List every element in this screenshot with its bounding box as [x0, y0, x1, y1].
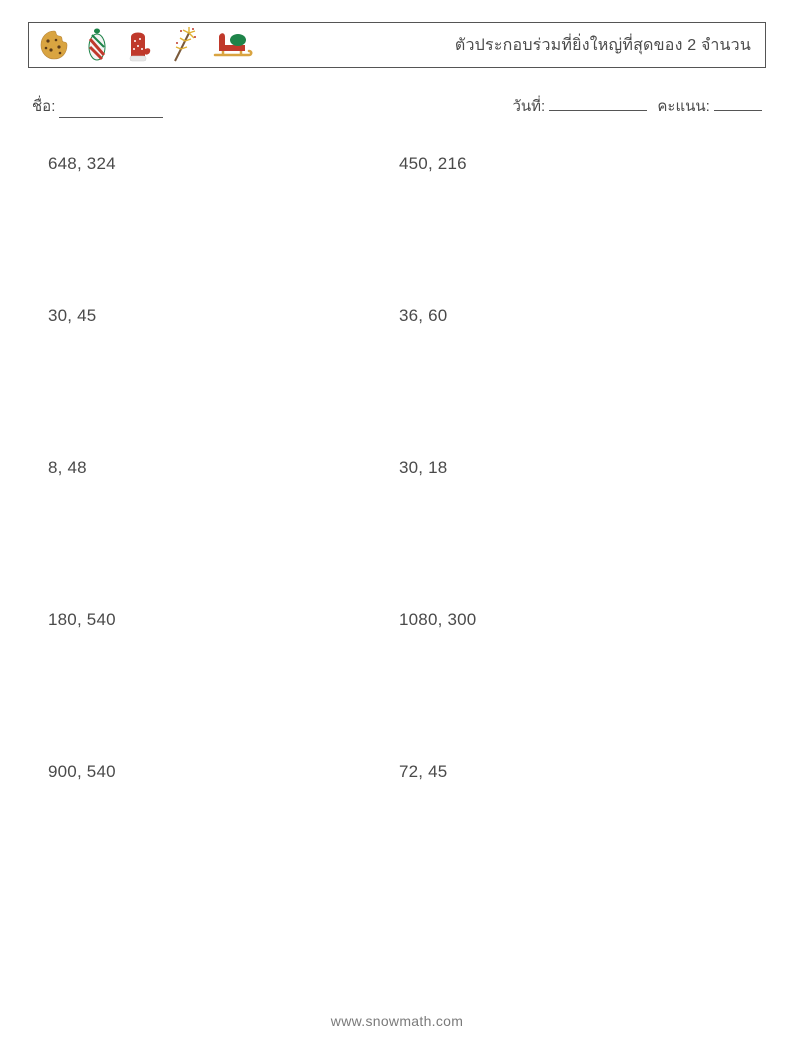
- problem-row: 180, 540 1080, 300: [48, 610, 746, 630]
- problem-cell: 30, 18: [397, 458, 746, 478]
- header-icon-strip: [33, 25, 253, 65]
- sleigh-icon: [211, 27, 253, 63]
- worksheet-title: ตัวประกอบร่วมที่ยิ่งใหญ่ที่สุดของ 2 จำนว…: [455, 33, 751, 58]
- problem-cell: 1080, 300: [397, 610, 746, 630]
- worksheet-header: ตัวประกอบร่วมที่ยิ่งใหญ่ที่สุดของ 2 จำนว…: [28, 22, 766, 68]
- problem-row: 900, 540 72, 45: [48, 762, 746, 782]
- mitten-icon: [123, 27, 153, 63]
- problem-row: 8, 48 30, 18: [48, 458, 746, 478]
- problem-cell: 450, 216: [397, 154, 746, 174]
- problem-row: 30, 45 36, 60: [48, 306, 746, 326]
- problem-cell: 72, 45: [397, 762, 746, 782]
- problems-grid: 648, 324 450, 216 30, 45 36, 60 8, 48 30…: [28, 154, 766, 782]
- problem-cell: 648, 324: [48, 154, 397, 174]
- score-label: คะแนน:: [657, 98, 709, 115]
- problem-cell: 30, 45: [48, 306, 397, 326]
- score-blank[interactable]: [714, 95, 762, 111]
- footer-url: www.snowmath.com: [0, 1013, 794, 1029]
- name-blank[interactable]: [59, 102, 163, 118]
- candy-icon: [85, 27, 109, 63]
- problem-cell: 180, 540: [48, 610, 397, 630]
- cookie-icon: [37, 28, 71, 62]
- name-label: ชื่อ:: [32, 94, 55, 118]
- problem-row: 648, 324 450, 216: [48, 154, 746, 174]
- problem-cell: 36, 60: [397, 306, 746, 326]
- problem-cell: 900, 540: [48, 762, 397, 782]
- problem-cell: 8, 48: [48, 458, 397, 478]
- date-blank[interactable]: [549, 95, 647, 111]
- meta-row: ชื่อ: วันที่: คะแนน:: [28, 94, 766, 118]
- sparkler-icon: [167, 25, 197, 65]
- date-label: วันที่:: [512, 98, 545, 115]
